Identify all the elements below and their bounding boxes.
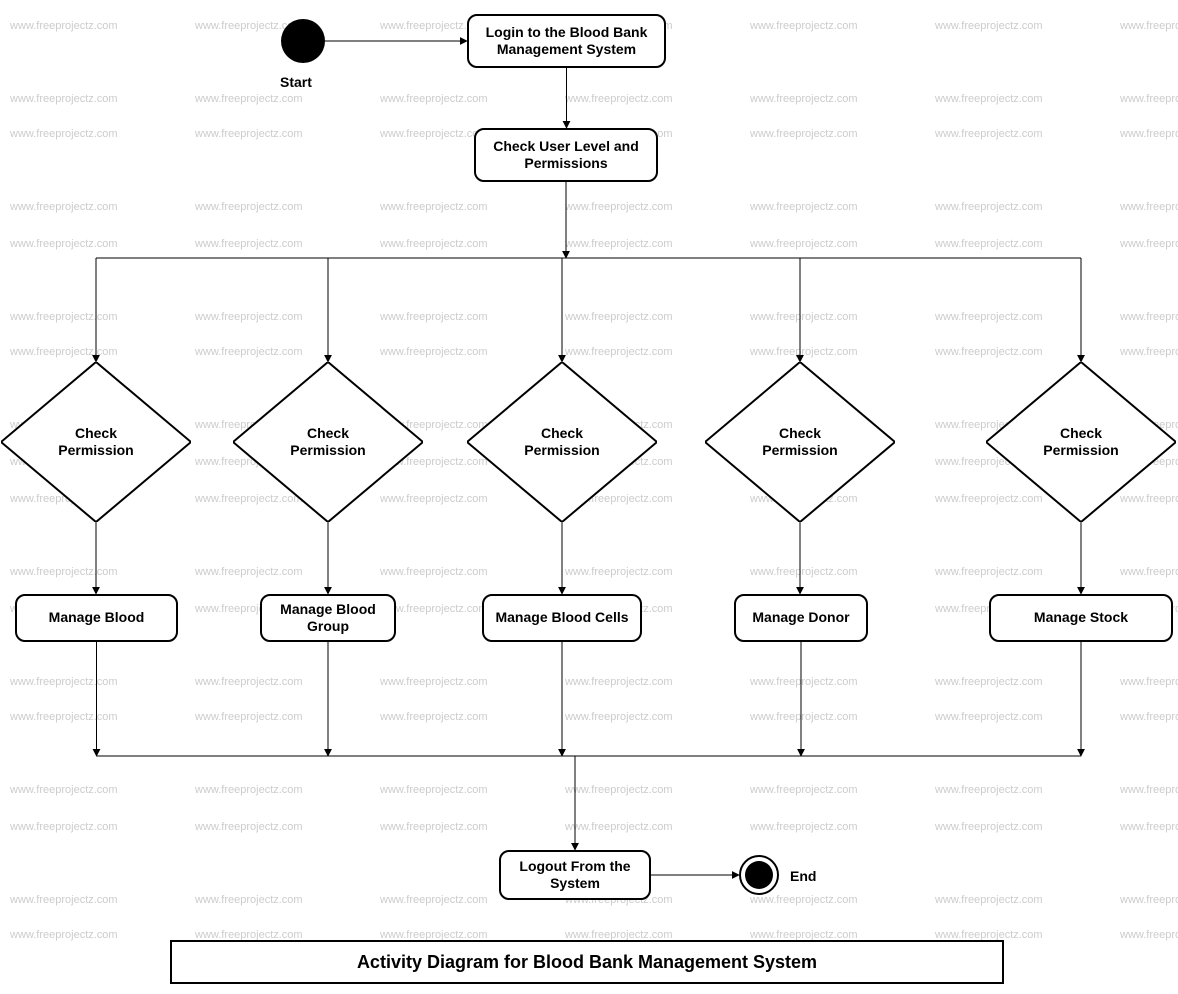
- start-node: [281, 19, 325, 63]
- activity-b1: Manage Blood: [15, 594, 178, 642]
- diagram-title: Activity Diagram for Blood Bank Manageme…: [170, 940, 1004, 984]
- decision-label: CheckPermission: [705, 362, 895, 522]
- decision-label: CheckPermission: [467, 362, 657, 522]
- diagram-title-text: Activity Diagram for Blood Bank Manageme…: [357, 952, 817, 973]
- activity-b5: Manage Stock: [989, 594, 1173, 642]
- decision-label: CheckPermission: [233, 362, 423, 522]
- decision-b3: CheckPermission: [467, 362, 657, 522]
- check-permissions-text: Check User Level and Permissions: [484, 138, 648, 173]
- end-label: End: [790, 868, 816, 884]
- decision-label: CheckPermission: [986, 362, 1176, 522]
- logout-box: Logout From the System: [499, 850, 651, 900]
- activity-b2: Manage Blood Group: [260, 594, 396, 642]
- logout-box-text: Logout From the System: [509, 858, 641, 893]
- activity-b4: Manage Donor: [734, 594, 868, 642]
- decision-b2: CheckPermission: [233, 362, 423, 522]
- decision-b1: CheckPermission: [1, 362, 191, 522]
- decision-b5: CheckPermission: [986, 362, 1176, 522]
- activity-b3: Manage Blood Cells: [482, 594, 642, 642]
- check-permissions-box: Check User Level and Permissions: [474, 128, 658, 182]
- decision-label: CheckPermission: [1, 362, 191, 522]
- login-box-text: Login to the Blood Bank Management Syste…: [477, 24, 656, 59]
- end-node: [739, 855, 779, 895]
- decision-b4: CheckPermission: [705, 362, 895, 522]
- start-label: Start: [280, 74, 312, 90]
- login-box: Login to the Blood Bank Management Syste…: [467, 14, 666, 68]
